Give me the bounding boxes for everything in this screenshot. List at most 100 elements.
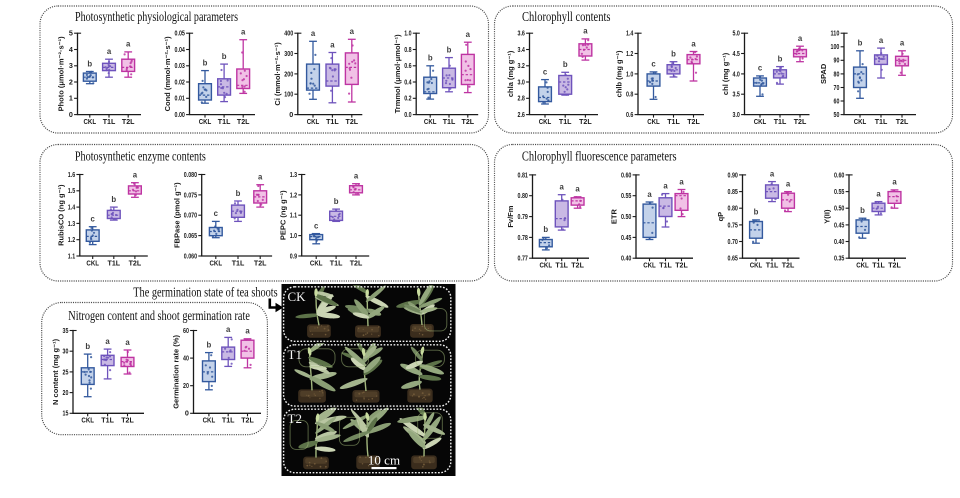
svg-text:0.04: 0.04 — [175, 45, 185, 54]
svg-text:a: a — [126, 40, 131, 49]
svg-text:300: 300 — [284, 49, 293, 58]
svg-text:1.6: 1.6 — [68, 170, 75, 179]
svg-text:T1L: T1L — [774, 117, 787, 126]
svg-text:0.77: 0.77 — [518, 254, 528, 263]
svg-text:a: a — [798, 34, 803, 43]
svg-text:b: b — [543, 225, 548, 234]
svg-text:0.8: 0.8 — [404, 45, 411, 54]
svg-text:T2L: T2L — [794, 117, 807, 126]
svg-text:T1L: T1L — [555, 261, 568, 270]
svg-text:a: a — [241, 28, 246, 37]
svg-text:T2L: T2L — [241, 416, 254, 425]
svg-text:1.1: 1.1 — [290, 211, 297, 220]
svg-text:b: b — [754, 208, 759, 217]
svg-text:b: b — [87, 59, 92, 68]
svg-text:0.05: 0.05 — [175, 29, 185, 38]
svg-text:1.0: 1.0 — [404, 29, 411, 38]
svg-text:80: 80 — [834, 69, 840, 78]
svg-text:Photo (μmol·m⁻²·s⁻¹): Photo (μmol·m⁻²·s⁻¹) — [57, 36, 66, 111]
svg-text:b: b — [858, 39, 863, 48]
svg-text:30: 30 — [63, 347, 69, 356]
svg-text:a: a — [560, 183, 565, 192]
svg-text:T1L: T1L — [101, 416, 114, 425]
svg-text:T2L: T2L — [350, 258, 363, 267]
svg-text:c: c — [758, 64, 763, 73]
svg-text:5: 5 — [69, 29, 73, 38]
svg-text:a: a — [354, 172, 359, 181]
svg-text:CKL: CKL — [643, 261, 656, 270]
svg-text:0.55: 0.55 — [834, 187, 844, 196]
svg-text:T1L: T1L — [872, 261, 885, 270]
svg-text:1.1: 1.1 — [68, 251, 75, 260]
svg-text:1.4: 1.4 — [626, 29, 633, 38]
svg-text:3.6: 3.6 — [518, 29, 525, 38]
svg-text:b: b — [111, 195, 116, 204]
svg-text:3.2: 3.2 — [518, 61, 525, 70]
svg-text:10 cm: 10 cm — [368, 453, 400, 468]
svg-text:c: c — [543, 67, 548, 76]
svg-text:T2L: T2L — [571, 261, 584, 270]
svg-text:70: 70 — [834, 83, 840, 92]
svg-text:ETR: ETR — [610, 209, 619, 225]
svg-text:200: 200 — [284, 69, 293, 78]
svg-text:1.4: 1.4 — [68, 203, 75, 212]
svg-text:c: c — [651, 60, 656, 69]
svg-text:0.070: 0.070 — [184, 211, 197, 220]
svg-text:T1L: T1L — [875, 117, 888, 126]
svg-text:CKL: CKL — [210, 258, 223, 267]
svg-text:CKL: CKL — [199, 117, 212, 126]
svg-text:CKL: CKL — [854, 117, 867, 126]
svg-text:T2L: T2L — [237, 117, 250, 126]
svg-text:0.60: 0.60 — [621, 170, 631, 179]
svg-text:a: a — [350, 27, 355, 36]
svg-text:T1L: T1L — [659, 261, 672, 270]
svg-text:400: 400 — [284, 29, 293, 38]
svg-text:T2L: T2L — [129, 258, 142, 267]
svg-text:b: b — [860, 206, 865, 215]
svg-text:a: a — [786, 179, 791, 188]
svg-text:0.2: 0.2 — [404, 94, 411, 103]
svg-text:0.00: 0.00 — [175, 110, 185, 119]
svg-text:b: b — [778, 54, 783, 63]
svg-text:0.79: 0.79 — [518, 212, 528, 221]
svg-text:a: a — [876, 189, 881, 198]
svg-text:c: c — [214, 209, 219, 218]
svg-text:0.060: 0.060 — [184, 251, 197, 260]
svg-text:a: a — [892, 178, 897, 187]
svg-text:0: 0 — [69, 110, 73, 119]
svg-text:T2L: T2L — [675, 261, 688, 270]
svg-text:3.0: 3.0 — [733, 110, 740, 119]
svg-text:T1: T1 — [288, 347, 302, 362]
svg-text:Chlorophyll fluorescence param: Chlorophyll fluorescence parameters — [522, 149, 677, 164]
svg-text:CKL: CKL — [424, 117, 437, 126]
svg-text:2: 2 — [69, 77, 73, 86]
svg-text:a: a — [125, 338, 130, 347]
svg-text:0.35: 0.35 — [834, 254, 844, 263]
svg-text:T1L: T1L — [218, 117, 231, 126]
svg-text:3.0: 3.0 — [518, 77, 525, 86]
svg-text:T2L: T2L — [687, 117, 700, 126]
svg-text:1.3: 1.3 — [290, 170, 297, 179]
svg-text:c: c — [91, 215, 96, 224]
svg-text:0.080: 0.080 — [184, 170, 197, 179]
svg-text:0.60: 0.60 — [834, 170, 844, 179]
svg-text:Photosynthetic physiological p: Photosynthetic physiological parameters — [75, 9, 238, 24]
svg-text:T1L: T1L — [222, 416, 235, 425]
svg-text:2.6: 2.6 — [518, 110, 525, 119]
svg-text:T1L: T1L — [559, 117, 572, 126]
svg-text:b: b — [222, 52, 227, 61]
svg-text:T1L: T1L — [232, 258, 245, 267]
svg-text:0.9: 0.9 — [290, 251, 297, 260]
svg-text:CKL: CKL — [307, 117, 320, 126]
svg-text:T2L: T2L — [254, 258, 267, 267]
svg-text:0.45: 0.45 — [621, 233, 631, 242]
svg-text:0.50: 0.50 — [834, 204, 844, 213]
svg-text:1.0: 1.0 — [290, 231, 297, 240]
svg-text:T2L: T2L — [122, 117, 135, 126]
svg-text:60: 60 — [183, 326, 189, 335]
svg-text:0.40: 0.40 — [834, 237, 844, 246]
svg-text:CKL: CKL — [540, 261, 553, 270]
svg-text:0.80: 0.80 — [518, 191, 528, 200]
svg-text:T2L: T2L — [579, 117, 592, 126]
svg-text:0.75: 0.75 — [728, 220, 738, 229]
